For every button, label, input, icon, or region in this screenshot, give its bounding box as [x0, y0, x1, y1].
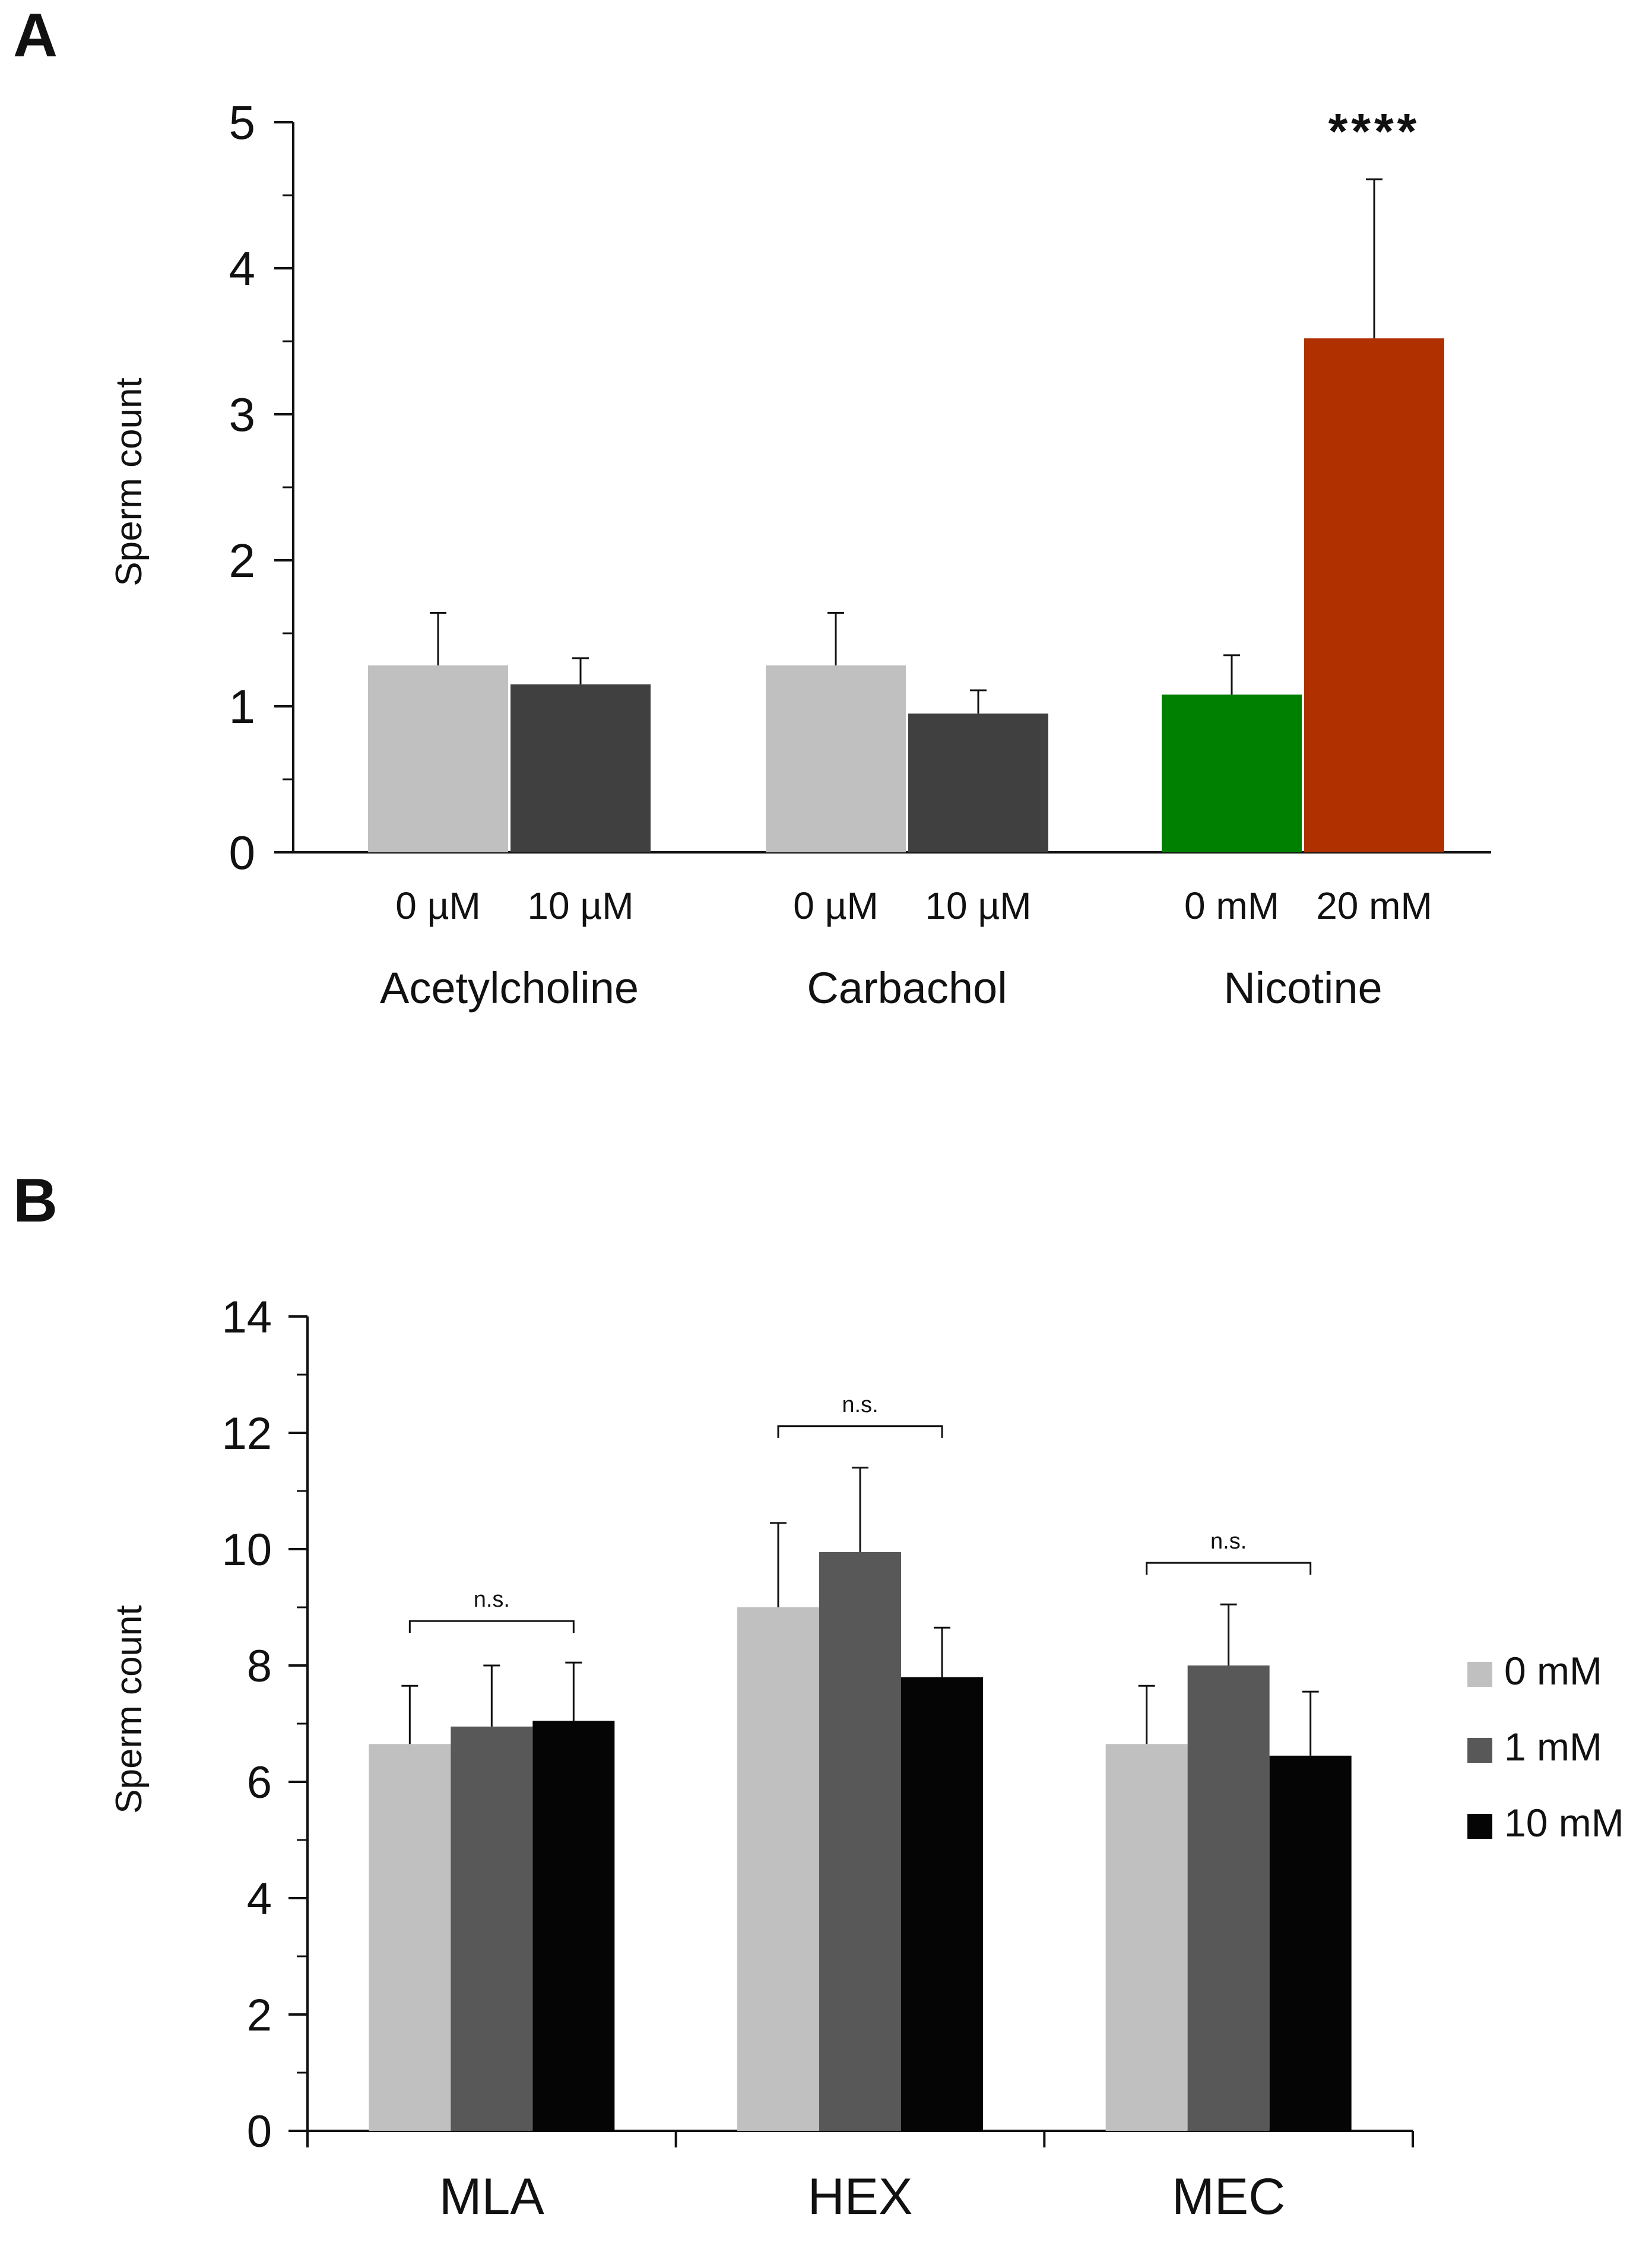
- panel-b-y-tick-label: 12: [221, 1408, 272, 1459]
- panel-b-bar: [901, 1677, 983, 2131]
- panel-a-bar: [1304, 338, 1444, 852]
- panel-a-bar: [908, 713, 1048, 852]
- panel-b-significance-bracket: [408, 1620, 575, 1633]
- panel-b-labels: 0 2 4 6 8 10 12 14 n.s. MLA n.s. HEX n.s. MEC: [221, 1292, 1285, 2225]
- panel-a-group-label: Nicotine: [1223, 963, 1382, 1013]
- panel-b-bar: [369, 1744, 451, 2131]
- panel-a-y-tick-label: 4: [229, 242, 256, 295]
- panel-b-legend-label: 1 mM: [1504, 1725, 1602, 1769]
- panel-a-significance-stars: ****: [1328, 103, 1420, 159]
- panel-b-significance-bracket: [777, 1425, 943, 1438]
- panel-b-y-tick-label: 2: [247, 1990, 272, 2041]
- panel-b-y-tick-label: 10: [221, 1525, 272, 1575]
- panel-a-dose-label: 0 mM: [1184, 884, 1279, 927]
- panel-b-letter: B: [13, 1166, 58, 1235]
- panel-a-dose-label: 0 µM: [793, 884, 879, 927]
- panel-a-group-label: Carbachol: [807, 963, 1007, 1013]
- panel-a-y-tick-label: 0: [229, 826, 256, 879]
- panel-b-significance-label: n.s.: [842, 1392, 878, 1417]
- panel-b-bar: [1269, 1755, 1352, 2131]
- panel-a-labels: 0 1 2 3 4 5 0 µM 10 µM Acetylcholine 0 µM 10 µM Car…: [229, 96, 1432, 1013]
- panel-b-legend: 0 mM 1 mM 10 mM: [1467, 1649, 1624, 1845]
- panel-b-legend-swatch: [1467, 1662, 1492, 1687]
- panel-b-y-tick-label: 0: [247, 2106, 272, 2157]
- panel-a-y-tick-label: 3: [229, 388, 256, 441]
- panel-a-y-tick-label: 1: [229, 680, 256, 733]
- panel-b-bar: [819, 1552, 901, 2131]
- panel-b-bar: [532, 1721, 615, 2131]
- panel-b-y-tick-label: 14: [221, 1292, 272, 1343]
- panel-b-significance-label: n.s.: [474, 1587, 510, 1612]
- panel-a-dose-label: 20 mM: [1316, 884, 1432, 927]
- panel-a-bar: [510, 684, 651, 852]
- panel-b-legend-swatch: [1467, 1738, 1492, 1763]
- panel-b-chart: B Sperm count 0 2 4 6 8 10 12 14 n.s. MLA n.s. HEX n…: [13, 1166, 1624, 2225]
- panel-a-letter: A: [13, 1, 58, 70]
- panel-b-category-label: MEC: [1172, 2168, 1285, 2225]
- panel-b-significance-label: n.s.: [1210, 1529, 1247, 1554]
- panel-b-bar: [737, 1607, 819, 2131]
- panel-a-chart: A Sperm count 0 1 2 3 4 5 0 µM 10 µM Acetylcholi…: [13, 1, 1491, 1013]
- panel-b-category-label: HEX: [808, 2168, 913, 2225]
- panel-b-y-tick-label: 8: [247, 1641, 272, 1692]
- panel-a-dose-label: 0 µM: [395, 884, 481, 927]
- panel-b-legend-swatch: [1467, 1814, 1492, 1839]
- panel-a-y-tick-label: 2: [229, 534, 256, 587]
- panel-a-bars: [368, 178, 1444, 852]
- panel-b-legend-label: 10 mM: [1504, 1801, 1624, 1845]
- panel-a-y-axis-label: Sperm count: [109, 377, 150, 586]
- panel-b-bar: [1187, 1665, 1270, 2131]
- panel-a-bar: [1162, 694, 1302, 852]
- panel-b-category-label: MLA: [439, 2168, 544, 2225]
- panel-b-significance-bracket: [1146, 1562, 1312, 1575]
- panel-a-bar: [368, 665, 508, 852]
- panel-b-bars: [369, 1425, 1352, 2131]
- panel-a-bar: [766, 665, 906, 852]
- panel-b-legend-label: 0 mM: [1504, 1649, 1602, 1693]
- panel-a-dose-label: 10 µM: [527, 884, 633, 927]
- panel-b-y-axis-label: Sperm count: [109, 1605, 150, 1814]
- panel-b-bar: [1105, 1744, 1188, 2131]
- panel-a-y-tick-label: 5: [229, 96, 256, 149]
- panel-a-dose-label: 10 µM: [925, 884, 1031, 927]
- panel-b-y-tick-label: 6: [247, 1757, 272, 1808]
- panel-b-bar: [451, 1726, 533, 2131]
- panel-b-y-tick-label: 4: [247, 1874, 272, 1924]
- panel-a-group-label: Acetylcholine: [380, 963, 639, 1013]
